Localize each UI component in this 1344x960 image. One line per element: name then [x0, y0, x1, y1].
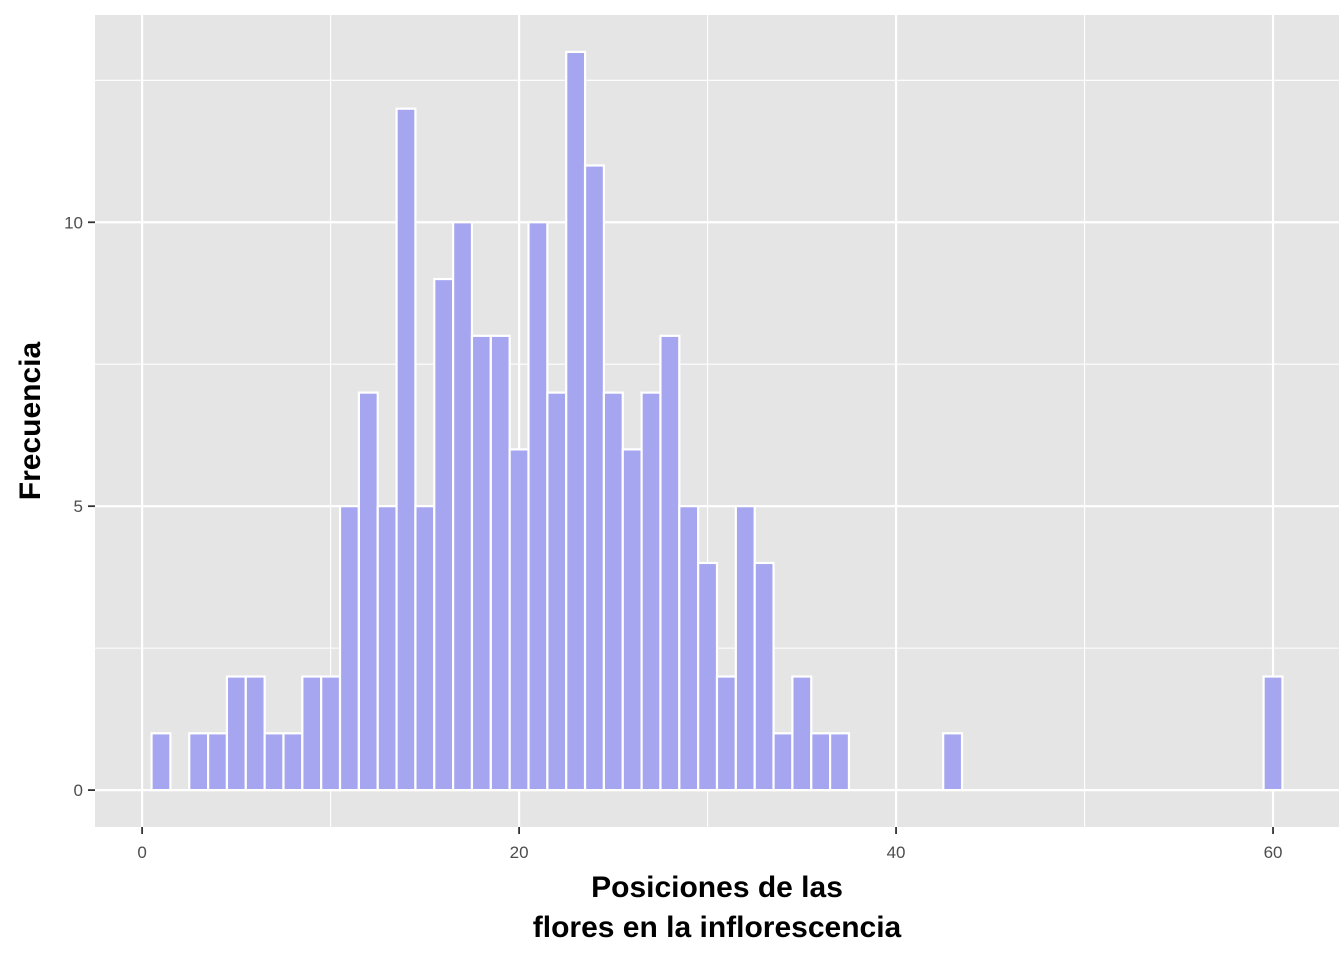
y-tick-label: 10 [64, 213, 83, 232]
histogram-bar [489, 334, 511, 792]
y-axis-title: Frecuencia [14, 341, 47, 500]
x-tick-label: 60 [1264, 843, 1283, 862]
histogram-bar [734, 505, 756, 792]
histogram-bar [244, 675, 266, 792]
histogram-bar [508, 448, 530, 792]
histogram-bar [301, 675, 323, 792]
histogram-bar [225, 675, 247, 792]
x-tick-label: 0 [137, 843, 146, 862]
y-axis: 0 5 10 [64, 213, 95, 800]
y-tick-label: 0 [74, 781, 83, 800]
histogram-bar [395, 107, 417, 792]
histogram-bar [376, 505, 398, 792]
histogram-bar [1262, 675, 1284, 792]
histogram-bar [583, 164, 606, 792]
histogram-bar [753, 561, 775, 792]
histogram-bar [320, 675, 342, 792]
histogram-bar [263, 732, 285, 792]
histogram-bar [188, 732, 210, 792]
histogram-bar [452, 221, 474, 792]
histogram-bar [206, 732, 229, 792]
x-tick-label: 40 [887, 843, 906, 862]
histogram-bar [621, 448, 643, 792]
histogram-bar [602, 391, 624, 792]
x-tick-label: 20 [510, 843, 529, 862]
histogram-bar [942, 732, 964, 792]
histogram-bar [433, 277, 455, 792]
histogram-bar [697, 561, 719, 792]
histogram-bar [715, 675, 737, 792]
histogram-bar [791, 675, 813, 792]
x-axis-title-line: flores en la inflorescencia [533, 911, 902, 944]
histogram-bars [150, 50, 1284, 792]
x-axis-title: Posiciones de las flores en la infloresce… [533, 871, 902, 944]
histogram-bar [640, 391, 662, 792]
histogram-bar [828, 732, 851, 792]
histogram-bar [338, 505, 360, 792]
histogram-bar [659, 334, 681, 792]
histogram-bar [527, 221, 549, 792]
x-axis-title-line: Posiciones de las [591, 871, 843, 904]
histogram-bar [357, 391, 379, 792]
histogram-bar [678, 505, 700, 792]
y-tick-label: 5 [74, 497, 83, 516]
histogram-bar [470, 334, 492, 792]
histogram-bar [414, 505, 436, 792]
histogram-bar [810, 732, 832, 792]
histogram-bar [546, 391, 568, 792]
x-axis: 0 20 40 60 [137, 827, 1282, 862]
histogram-bar [150, 732, 172, 792]
histogram-bar [565, 50, 587, 792]
histogram-bar [772, 732, 794, 792]
histogram-bar [282, 732, 304, 792]
